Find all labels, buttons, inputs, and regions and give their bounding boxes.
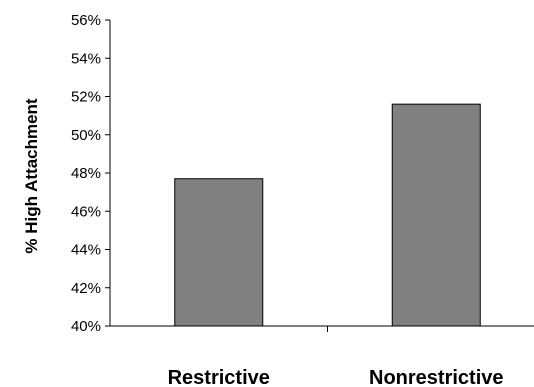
y-tick-label: 52% (71, 89, 101, 106)
y-tick-label: 42% (71, 280, 101, 297)
y-tick-label: 50% (71, 127, 101, 144)
y-tick-label: 44% (71, 242, 101, 259)
y-axis-title: % High Attachment (22, 98, 41, 254)
bar-restrictive (174, 178, 264, 327)
y-tick-label: 46% (71, 203, 101, 220)
y-tick-label: 54% (71, 50, 101, 67)
y-ticks: 40% 42% 44% 46% 48% 50% 52% 54% 56% (71, 12, 110, 335)
y-tick-label: 56% (71, 12, 101, 29)
bars (174, 103, 481, 327)
x-tick-labels: Restrictive Nonrestrictive (168, 326, 504, 387)
bar-nonrestrictive (391, 103, 481, 327)
x-tick-label: Restrictive (168, 367, 270, 387)
y-tick-label: 40% (71, 318, 101, 335)
y-tick-label: 48% (71, 165, 101, 182)
x-tick-label: Nonrestrictive (369, 367, 504, 387)
